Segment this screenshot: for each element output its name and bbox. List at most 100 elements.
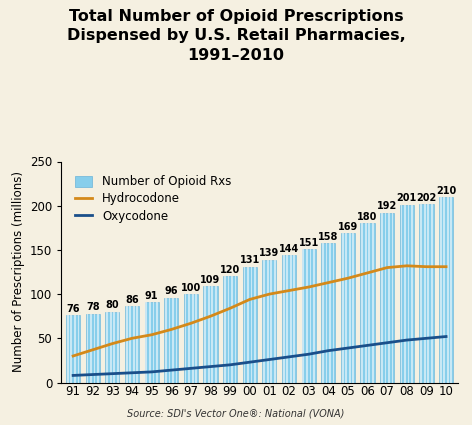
Bar [136, 306, 138, 382]
Bar [290, 255, 292, 382]
Text: 109: 109 [201, 275, 220, 285]
Bar [329, 243, 331, 382]
Bar [93, 314, 95, 382]
Bar [372, 224, 374, 382]
Bar [341, 233, 355, 382]
Bar [77, 315, 79, 382]
Bar [443, 197, 445, 382]
Bar [74, 315, 76, 382]
Bar [90, 314, 92, 382]
Bar [67, 315, 69, 382]
Bar [404, 205, 406, 382]
Bar [149, 302, 151, 382]
Bar [208, 286, 210, 382]
Bar [129, 306, 131, 382]
Bar [270, 260, 272, 382]
Bar [223, 276, 237, 382]
Bar [326, 243, 328, 382]
Bar [156, 302, 158, 382]
Text: 120: 120 [220, 265, 240, 275]
Bar [427, 204, 429, 382]
Bar [346, 233, 347, 382]
Bar [401, 205, 403, 382]
Bar [185, 294, 186, 382]
Y-axis label: Number of Prescriptions (millions): Number of Prescriptions (millions) [11, 172, 25, 372]
Bar [411, 205, 413, 382]
Text: 76: 76 [67, 304, 80, 314]
Bar [450, 197, 452, 382]
Bar [86, 314, 100, 382]
Bar [294, 255, 295, 382]
Text: Total Number of Opioid Prescriptions
Dispensed by U.S. Retail Pharmacies,
1991–2: Total Number of Opioid Prescriptions Dis… [67, 8, 405, 63]
Text: 201: 201 [396, 193, 417, 204]
Bar [274, 260, 276, 382]
Bar [204, 286, 206, 382]
Bar [361, 224, 375, 382]
Bar [231, 276, 233, 382]
Bar [447, 197, 449, 382]
Bar [362, 224, 363, 382]
Bar [195, 294, 197, 382]
Bar [106, 312, 108, 382]
Text: 100: 100 [181, 283, 201, 293]
Bar [352, 233, 354, 382]
Bar [133, 306, 135, 382]
Bar [440, 197, 442, 382]
Bar [419, 204, 433, 382]
Bar [145, 302, 147, 382]
Text: 144: 144 [279, 244, 299, 254]
Bar [192, 294, 194, 382]
Bar [105, 312, 119, 382]
Bar [431, 204, 433, 382]
Bar [211, 286, 213, 382]
Text: 91: 91 [145, 291, 159, 301]
Bar [322, 243, 324, 382]
Bar [342, 233, 344, 382]
Bar [164, 298, 178, 382]
Text: Source: SDI's Vector One®: National (VONA): Source: SDI's Vector One®: National (VON… [127, 408, 345, 419]
Bar [224, 276, 226, 382]
Bar [349, 233, 351, 382]
Bar [310, 249, 312, 382]
Bar [86, 314, 88, 382]
Text: 86: 86 [125, 295, 139, 305]
Bar [263, 260, 265, 382]
Bar [439, 197, 453, 382]
Bar [380, 213, 394, 382]
Bar [251, 267, 253, 382]
Text: 80: 80 [106, 300, 119, 310]
Bar [408, 205, 409, 382]
Bar [313, 249, 315, 382]
Bar [165, 298, 167, 382]
Bar [126, 306, 127, 382]
Bar [228, 276, 229, 382]
Bar [203, 286, 218, 382]
Bar [176, 298, 177, 382]
Bar [400, 205, 414, 382]
Bar [283, 255, 285, 382]
Text: 131: 131 [240, 255, 260, 265]
Bar [267, 260, 269, 382]
Bar [369, 224, 370, 382]
Bar [306, 249, 308, 382]
Text: 151: 151 [299, 238, 319, 248]
Legend: Number of Opioid Rxs, Hydrocodone, Oxycodone: Number of Opioid Rxs, Hydrocodone, Oxyco… [71, 172, 235, 226]
Text: 158: 158 [318, 232, 338, 241]
Bar [247, 267, 249, 382]
Bar [244, 267, 245, 382]
Text: 78: 78 [86, 302, 100, 312]
Bar [381, 213, 383, 382]
Bar [282, 255, 296, 382]
Bar [172, 298, 174, 382]
Bar [169, 298, 170, 382]
Bar [420, 204, 422, 382]
Text: 180: 180 [357, 212, 378, 222]
Bar [262, 260, 277, 382]
Bar [385, 213, 386, 382]
Bar [333, 243, 335, 382]
Bar [152, 302, 154, 382]
Bar [302, 249, 316, 382]
Text: 210: 210 [436, 186, 456, 196]
Text: 169: 169 [338, 222, 358, 232]
Text: 139: 139 [259, 248, 279, 258]
